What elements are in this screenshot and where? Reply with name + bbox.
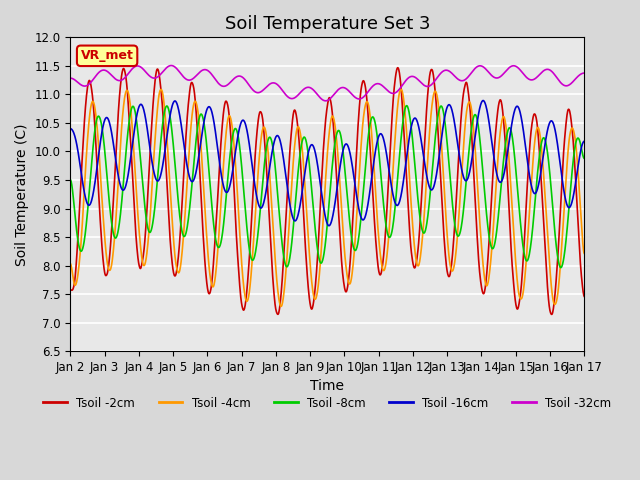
Tsoil -16cm — [285, 192, 292, 198]
Tsoil -4cm — [296, 126, 303, 132]
Tsoil -32cm — [580, 70, 588, 76]
Line: Tsoil -4cm: Tsoil -4cm — [70, 89, 584, 306]
Tsoil -4cm — [67, 261, 74, 266]
Tsoil -4cm — [277, 303, 285, 309]
Tsoil -16cm — [295, 208, 303, 214]
Tsoil -2cm — [548, 312, 556, 317]
Tsoil -8cm — [359, 195, 367, 201]
Tsoil -4cm — [397, 86, 405, 92]
Tsoil -4cm — [285, 228, 292, 234]
Tsoil -16cm — [67, 126, 74, 132]
Legend: Tsoil -2cm, Tsoil -4cm, Tsoil -8cm, Tsoil -16cm, Tsoil -32cm: Tsoil -2cm, Tsoil -4cm, Tsoil -8cm, Tsoi… — [38, 392, 616, 414]
Tsoil -16cm — [479, 97, 487, 103]
Tsoil -32cm — [127, 67, 135, 73]
Tsoil -32cm — [360, 94, 367, 100]
X-axis label: Time: Time — [310, 380, 344, 394]
Tsoil -2cm — [67, 287, 74, 293]
Text: VR_met: VR_met — [81, 49, 134, 62]
Tsoil -16cm — [305, 150, 312, 156]
Tsoil -4cm — [127, 110, 135, 116]
Tsoil -8cm — [557, 265, 564, 271]
Tsoil -8cm — [285, 262, 292, 267]
Line: Tsoil -32cm: Tsoil -32cm — [70, 66, 584, 101]
Tsoil -32cm — [106, 71, 114, 77]
Tsoil -8cm — [67, 177, 74, 182]
Tsoil -32cm — [296, 91, 303, 96]
Tsoil -4cm — [305, 240, 312, 246]
Tsoil -2cm — [394, 65, 401, 71]
Tsoil -4cm — [359, 118, 367, 123]
Title: Soil Temperature Set 3: Soil Temperature Set 3 — [225, 15, 430, 33]
Tsoil -2cm — [359, 79, 367, 84]
Tsoil -32cm — [167, 63, 175, 69]
Tsoil -2cm — [106, 247, 114, 253]
Tsoil -16cm — [580, 138, 588, 144]
Tsoil -2cm — [305, 285, 312, 290]
Tsoil -4cm — [106, 267, 114, 273]
Tsoil -8cm — [106, 208, 114, 214]
Tsoil -2cm — [127, 146, 135, 152]
Tsoil -8cm — [295, 160, 303, 166]
Tsoil -32cm — [322, 98, 330, 104]
Tsoil -2cm — [295, 137, 303, 143]
Y-axis label: Soil Temperature (C): Soil Temperature (C) — [15, 123, 29, 265]
Tsoil -8cm — [305, 152, 312, 157]
Tsoil -2cm — [580, 293, 588, 299]
Line: Tsoil -16cm: Tsoil -16cm — [70, 100, 584, 226]
Tsoil -8cm — [580, 156, 588, 161]
Tsoil -4cm — [580, 251, 588, 256]
Tsoil -32cm — [305, 84, 312, 90]
Tsoil -16cm — [127, 152, 135, 157]
Line: Tsoil -2cm: Tsoil -2cm — [70, 68, 584, 314]
Line: Tsoil -8cm: Tsoil -8cm — [70, 106, 584, 268]
Tsoil -16cm — [106, 122, 114, 128]
Tsoil -2cm — [285, 172, 292, 178]
Tsoil -16cm — [359, 217, 367, 223]
Tsoil -32cm — [285, 95, 292, 100]
Tsoil -32cm — [67, 75, 74, 81]
Tsoil -16cm — [325, 223, 333, 228]
Tsoil -8cm — [127, 108, 135, 113]
Tsoil -8cm — [403, 103, 410, 108]
